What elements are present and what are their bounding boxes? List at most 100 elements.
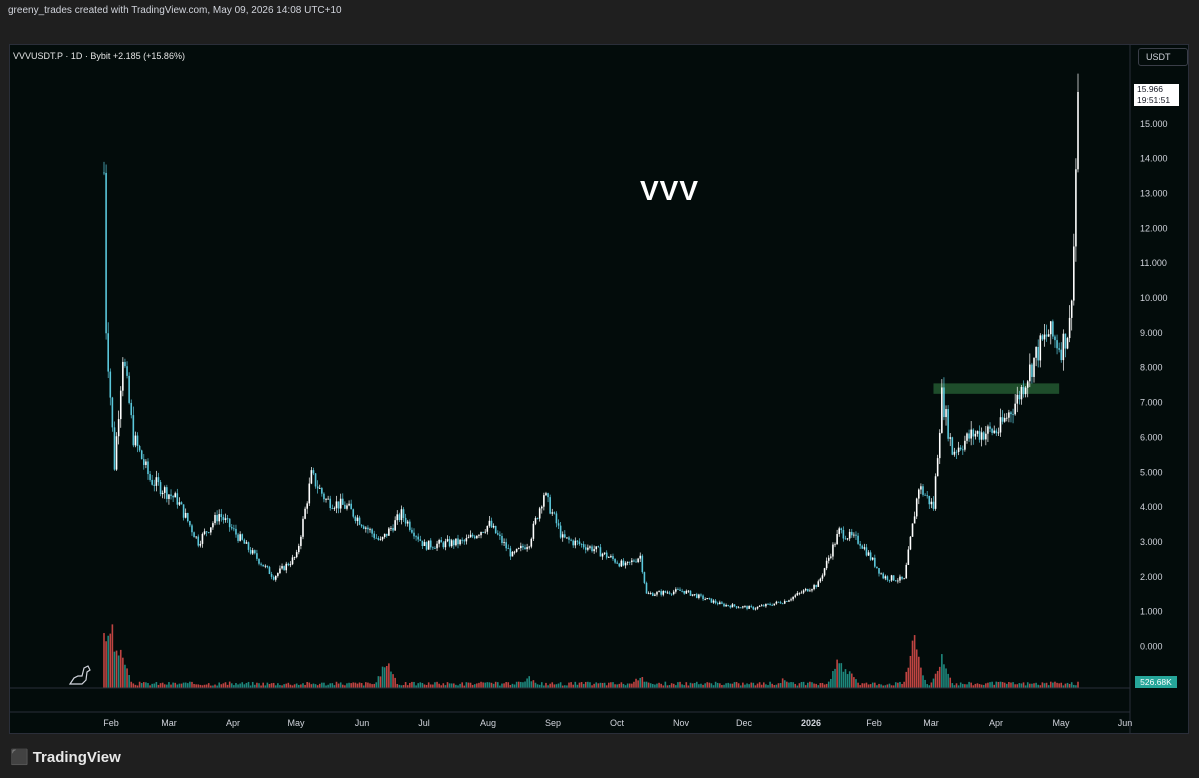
volume-bar [947,673,949,688]
candle-body [746,606,748,609]
volume-bar [955,683,958,688]
candle-body [754,608,757,610]
candle-body [794,595,797,597]
volume-bar [850,673,853,688]
volume-bar [959,682,962,688]
candle-body [362,526,365,529]
volume-bar [637,680,639,688]
candle-body [1060,349,1063,361]
volume-bar [603,682,606,688]
price-tick-label: 0.000 [1140,642,1163,652]
candle-body [218,514,221,522]
candle-body [654,594,656,596]
candle-body [440,540,443,543]
candle-body [631,560,633,563]
volume-bar [802,681,805,688]
volume-bar [792,682,794,688]
volume-bar [545,682,547,688]
candle-body [1070,300,1073,318]
candle-body [151,479,153,485]
candle-body [568,537,570,540]
volume-bar [624,685,627,688]
volume-bar [729,683,732,688]
candle-body [721,602,723,604]
candle-body [595,546,598,550]
volume-bar [507,682,510,688]
candle-body [997,432,1000,434]
currency-button[interactable]: USDT [1138,48,1188,66]
candle-body [857,535,859,544]
volume-bar [733,682,736,688]
volume-bar [109,633,112,688]
candle-body [790,599,792,601]
candle-body [484,531,487,533]
volume-bar [503,683,505,688]
volume-bar [620,682,623,688]
candle-body [163,487,166,493]
volume-bar [247,681,250,688]
candle-body [193,532,195,538]
candle-body [1033,357,1035,377]
candle-body [264,565,267,567]
candle-body [467,537,470,539]
candle-body [744,606,746,607]
candle-body [593,549,595,552]
candle-body [800,592,803,594]
volume-bar [421,682,424,688]
volume-bar [337,683,340,688]
candle-body [262,564,264,567]
volume-bar [262,682,264,688]
volume-bar [995,681,998,688]
candle-body [976,431,979,434]
volume-bar [1020,683,1023,688]
volume-bar [492,683,495,688]
candle-body [174,493,177,498]
candle-body [918,489,920,499]
last-price: 15.966 [1137,84,1163,94]
price-axis[interactable]: 15.000 14.000 13.000 12.000 11.000 10.000 9.00… [1140,119,1168,652]
volume-bar [279,685,281,688]
price-tick-label: 5.000 [1140,467,1163,477]
volume-bar [781,678,784,688]
volume-bar [608,682,610,688]
candle-body [603,552,606,554]
candle-body [823,568,826,576]
volume-bar [522,682,524,688]
volume-bar [277,683,279,688]
volume-bar [486,682,489,688]
volume-bar [285,683,288,688]
candle-body [331,508,334,509]
time-axis[interactable]: Feb Mar Apr May Jun Jul Aug Sep Oct Nov Dec 2026 Feb… [103,718,1132,728]
volume-bar [710,683,713,688]
volume-bar [1033,683,1035,688]
volume-bar [1035,682,1037,688]
candle-body [249,549,252,554]
volume-bar [756,683,759,688]
volume-bar [628,683,631,688]
candle-body [658,591,660,593]
volume-bar [1039,685,1042,688]
tradingview-logo[interactable]: ⬛ TradingView [10,748,121,766]
volume-bar [593,683,595,688]
volume-bar [1043,683,1046,688]
candle-body [107,333,109,372]
candle-body [536,518,539,519]
candle-body [580,543,583,545]
candle-body [716,603,719,605]
candle-body [714,600,717,604]
volume-bar [528,676,531,688]
candle-body [145,461,147,465]
symbol-legend[interactable]: VVVUSDT.P · 1D · Bybit +2.185 (+15.86%) [13,51,185,61]
volume-bar [239,683,241,688]
volume-bar [861,683,864,688]
candle-body [557,523,560,526]
volume-bar [982,684,985,688]
volume-bar [111,624,114,688]
candle-body [547,493,549,498]
volume-bar [249,685,252,688]
volume-bar [886,684,889,688]
volume-bar [310,684,313,688]
volume-bar [549,683,551,688]
volume-bar [754,685,757,688]
